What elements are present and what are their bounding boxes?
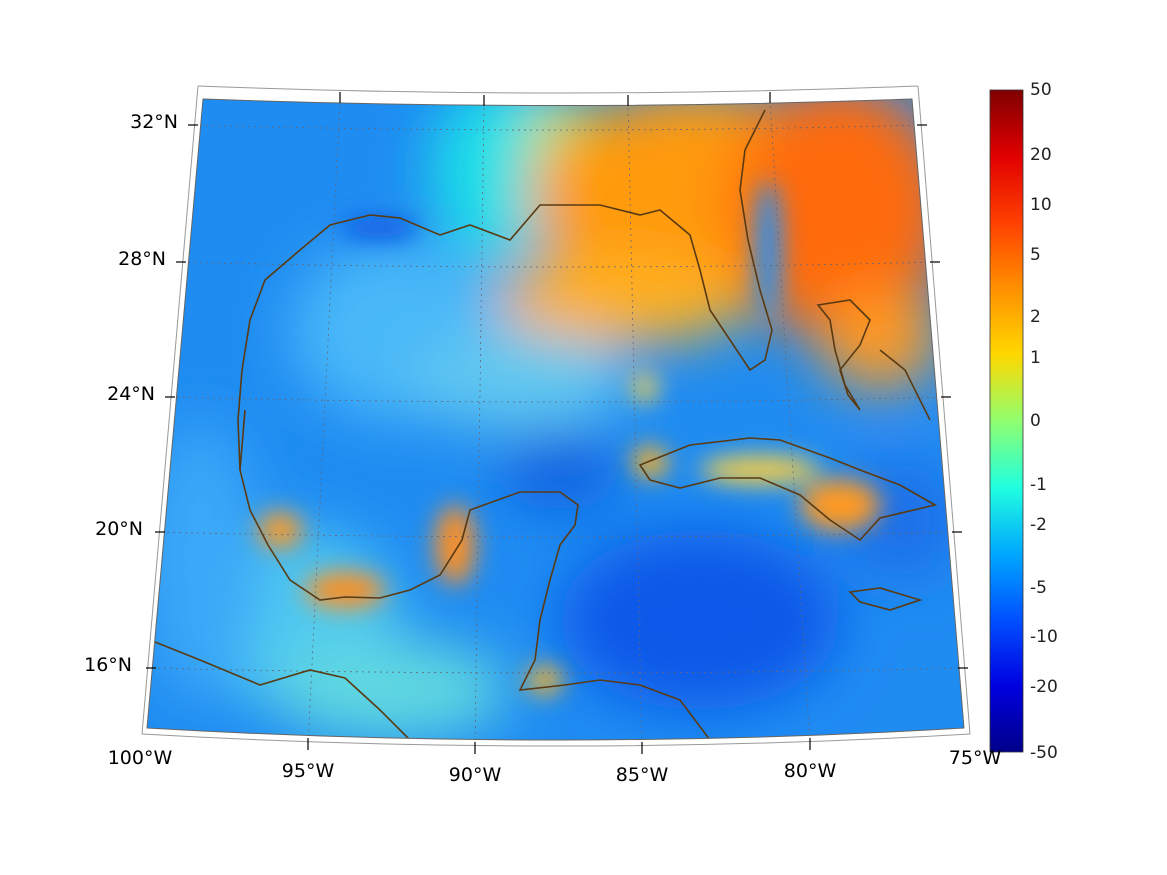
colorbar-tick-1: 1 xyxy=(1030,348,1041,368)
colorbar-tick-neg20: -20 xyxy=(1030,677,1058,697)
lat-label-16n: 16°N xyxy=(84,654,132,676)
colorbar-tick-50: 50 xyxy=(1030,80,1052,100)
colorbar-tick-20: 20 xyxy=(1030,145,1052,165)
lon-label-95w: 95°W xyxy=(281,760,335,782)
graticule xyxy=(147,99,964,740)
map-frame xyxy=(141,85,971,747)
colorbar-tick-2: 2 xyxy=(1030,307,1041,327)
lat-label-24n: 24°N xyxy=(107,383,155,405)
lat-label-32n: 32°N xyxy=(130,111,178,133)
colorbar-tick-5: 5 xyxy=(1030,245,1041,265)
lon-label-75w: 75°W xyxy=(948,747,1002,769)
colorbar-tick-neg2: -2 xyxy=(1030,515,1047,535)
lat-label-28n: 28°N xyxy=(118,248,166,270)
lon-label-100w: 100°W xyxy=(107,747,173,769)
lon-label-80w: 80°W xyxy=(783,760,837,782)
colorbar-tick-10: 10 xyxy=(1030,195,1052,215)
frame-ticks xyxy=(146,92,968,754)
map-field xyxy=(147,99,964,740)
lon-label-85w: 85°W xyxy=(615,764,669,786)
lat-label-20n: 20°N xyxy=(95,518,143,540)
colorbar-tick-neg10: -10 xyxy=(1030,627,1058,647)
colorbar-tick-neg1: -1 xyxy=(1030,475,1047,495)
lon-label-90w: 90°W xyxy=(448,764,502,786)
colorbar-tick-neg50: -50 xyxy=(1030,743,1058,763)
coastlines xyxy=(154,109,938,740)
colorbar-tick-0: 0 xyxy=(1030,411,1041,431)
colorbar-tick-neg5: -5 xyxy=(1030,578,1047,598)
colorbar xyxy=(989,89,1024,753)
